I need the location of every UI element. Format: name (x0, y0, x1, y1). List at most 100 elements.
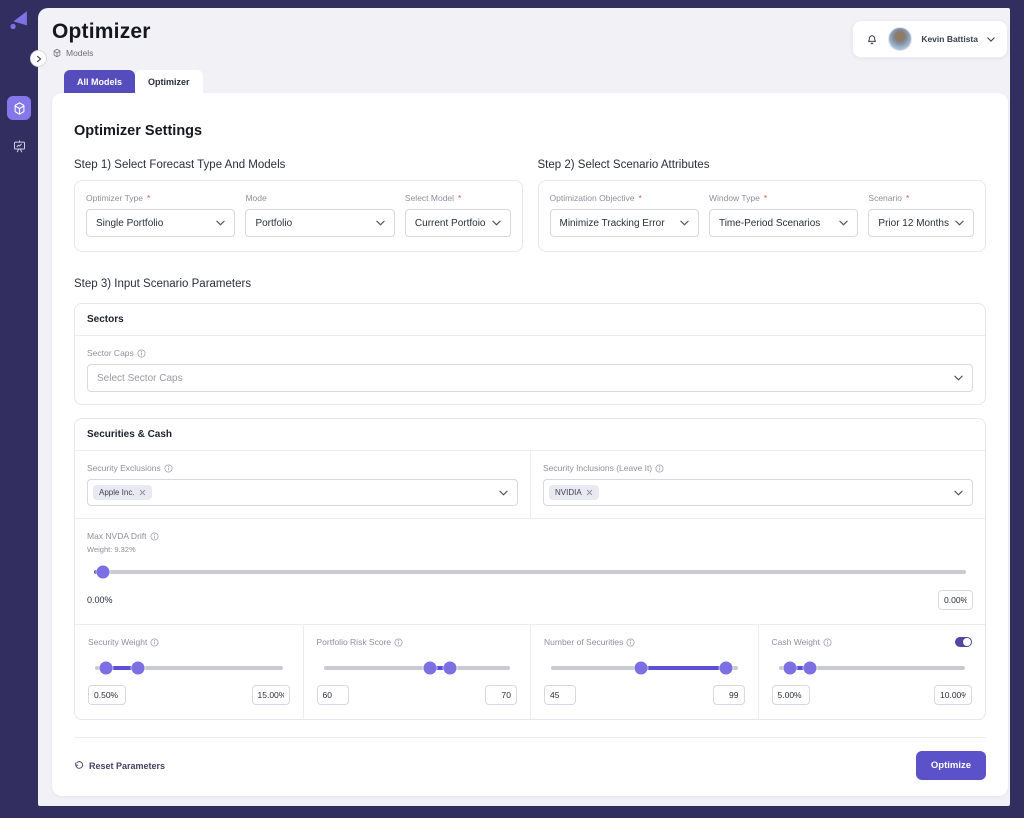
tab-optimizer[interactable]: Optimizer (135, 70, 203, 93)
step1-fieldset: Optimizer Type* Single Portfolio Mode Po… (74, 180, 523, 252)
step2-title: Step 2) Select Scenario Attributes (538, 159, 987, 171)
scenario-select[interactable]: Prior 12 Months (868, 209, 974, 237)
securities-section: Securities & Cash Security Exclusions Ap… (74, 418, 986, 720)
sector-caps-select[interactable]: Select Sector Caps (87, 364, 973, 392)
step2-fieldset: Optimization Objective* Minimize Trackin… (538, 180, 987, 252)
optimizer-type-select[interactable]: Single Portfolio (86, 209, 235, 237)
sidebar-item-reports[interactable] (7, 134, 31, 158)
step3-title: Step 3) Input Scenario Parameters (74, 278, 986, 290)
step1-title: Step 1) Select Forecast Type And Models (74, 159, 523, 171)
objective-select[interactable]: Minimize Tracking Error (550, 209, 699, 237)
securities-header: Securities & Cash (75, 419, 985, 451)
number-of-securities-label: Number of Securities (544, 637, 623, 647)
security-weight-max-input[interactable] (252, 685, 290, 705)
required-marker: * (764, 193, 767, 203)
slider-handle[interactable] (96, 566, 109, 579)
tab-bar: All Models Optimizer (64, 70, 1010, 93)
page-header: Optimizer Models Kevin Battista (38, 8, 1010, 58)
cash-weight-toggle[interactable] (955, 637, 972, 647)
slider-handle-min[interactable] (783, 662, 796, 675)
info-icon[interactable] (394, 638, 403, 647)
drift-min-label: 0.00% (87, 595, 113, 605)
cash-weight-max-input[interactable] (934, 685, 972, 705)
sectors-header: Sectors (75, 304, 985, 336)
number-of-securities-slider[interactable] (551, 666, 738, 670)
mode-select[interactable]: Portfolio (245, 209, 394, 237)
avatar[interactable] (888, 27, 912, 51)
security-weight-slider[interactable] (95, 666, 283, 670)
chevron-down-icon (954, 375, 963, 381)
num-securities-max-input[interactable] (713, 685, 745, 705)
remove-chip-icon[interactable] (139, 489, 146, 496)
breadcrumb-label: Models (66, 48, 93, 58)
remove-chip-icon[interactable] (586, 489, 593, 496)
user-name: Kevin Battista (921, 34, 978, 44)
sidebar-item-models[interactable] (7, 96, 31, 120)
portfolio-risk-score-slider[interactable] (324, 666, 511, 670)
slider-handle-max[interactable] (720, 662, 733, 675)
max-nvda-drift-slider[interactable] (94, 570, 966, 574)
step2-section: Step 2) Select Scenario Attributes Optim… (538, 159, 987, 252)
bell-icon[interactable] (865, 32, 879, 46)
window-type-select[interactable]: Time-Period Scenarios (709, 209, 858, 237)
chevron-down-icon (216, 220, 225, 226)
optimizer-type-label: Optimizer Type (86, 193, 143, 203)
required-marker: * (147, 193, 150, 203)
scenario-field: Scenario* Prior 12 Months (868, 193, 974, 237)
info-icon[interactable] (626, 638, 635, 647)
portfolio-risk-score-field: Portfolio Risk Score (303, 625, 531, 719)
slider-handle-min[interactable] (100, 662, 113, 675)
slider-handle-max[interactable] (444, 662, 457, 675)
info-icon[interactable] (823, 638, 832, 647)
cash-weight-label: Cash Weight (772, 637, 821, 647)
security-exclusions-field: Security Exclusions Apple Inc. (75, 451, 530, 518)
security-exclusions-select[interactable]: Apple Inc. (87, 479, 518, 506)
required-marker: * (458, 193, 461, 203)
tab-all-models[interactable]: All Models (64, 70, 135, 93)
info-icon[interactable] (164, 464, 173, 473)
chevron-down-icon (954, 490, 963, 496)
objective-field: Optimization Objective* Minimize Trackin… (550, 193, 699, 237)
security-weight-min-input[interactable] (88, 685, 126, 705)
step1-section: Step 1) Select Forecast Type And Models … (74, 159, 523, 252)
cube-icon (52, 48, 62, 58)
parameter-grid: Security Weight (75, 624, 985, 719)
chevron-down-icon (680, 220, 689, 226)
required-marker: * (639, 193, 642, 203)
info-icon[interactable] (150, 532, 159, 541)
risk-score-min-input[interactable] (317, 685, 349, 705)
num-securities-min-input[interactable] (544, 685, 576, 705)
cash-weight-min-input[interactable] (772, 685, 810, 705)
slider-handle-min[interactable] (634, 662, 647, 675)
chevron-down-icon (839, 220, 848, 226)
reset-icon (74, 761, 84, 771)
security-inclusions-select[interactable]: NVIDIA (543, 479, 973, 506)
sidebar-collapse-button[interactable] (30, 50, 47, 67)
cash-weight-field: Cash Weight (758, 625, 986, 719)
settings-title: Optimizer Settings (74, 123, 986, 139)
info-icon[interactable] (150, 638, 159, 647)
slider-handle-max[interactable] (132, 662, 145, 675)
drift-max-input[interactable] (938, 590, 973, 610)
chevron-down-icon (955, 220, 964, 226)
max-nvda-drift-label: Max NVDA Drift (87, 531, 147, 541)
window-type-field: Window Type* Time-Period Scenarios (709, 193, 858, 237)
reset-parameters-button[interactable]: Reset Parameters (74, 761, 165, 771)
user-menu[interactable]: Kevin Battista (852, 20, 1008, 58)
nvda-weight-note: Weight: 9.32% (87, 545, 973, 554)
select-model-label: Select Model (405, 193, 454, 203)
optimizer-settings-card: Optimizer Settings Step 1) Select Foreca… (52, 93, 1008, 796)
info-icon[interactable] (137, 349, 146, 358)
chevron-right-icon (36, 55, 42, 63)
optimize-button[interactable]: Optimize (916, 751, 986, 780)
info-icon[interactable] (655, 464, 664, 473)
slider-handle-max[interactable] (804, 662, 817, 675)
select-model-select[interactable]: Current Portfoio (405, 209, 511, 237)
cash-weight-slider[interactable] (779, 666, 966, 670)
inclusion-chip: NVIDIA (549, 485, 599, 500)
presentation-chart-icon (12, 139, 27, 154)
risk-score-max-input[interactable] (485, 685, 517, 705)
number-of-securities-field: Number of Securities (530, 625, 758, 719)
slider-handle-min[interactable] (423, 662, 436, 675)
app-logo (0, 0, 38, 38)
